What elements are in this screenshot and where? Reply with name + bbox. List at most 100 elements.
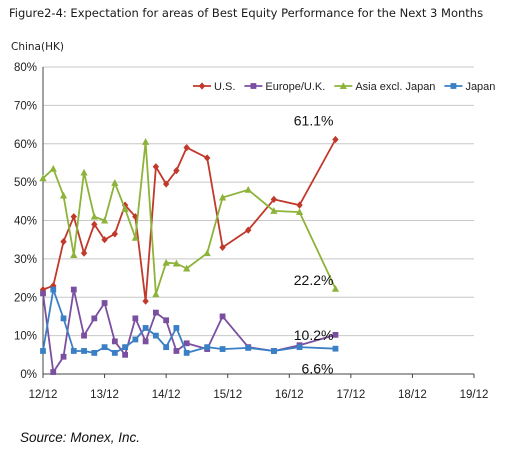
data-point (295, 208, 304, 216)
data-point (81, 332, 87, 339)
data-point (332, 331, 339, 338)
legend: U.S. Europe/U.K. Asia excl. Japan Japan (193, 81, 495, 93)
data-point (331, 285, 340, 292)
data-point (122, 344, 128, 351)
data-point (183, 143, 190, 152)
y-axis-ticks: 0% 10% 20% 30% 40% 50% 60% 70% 80% (14, 62, 37, 381)
legend-marker (250, 83, 257, 89)
data-point (244, 186, 252, 193)
data-point (80, 168, 88, 176)
data-point (100, 216, 109, 224)
data-point (111, 179, 119, 186)
data-point (91, 220, 98, 228)
x-tick-label: 19/12 (460, 389, 489, 401)
data-point (183, 349, 190, 356)
legend-item: U.S. (193, 81, 235, 93)
data-point (296, 344, 303, 351)
data-point (40, 290, 46, 297)
data-point (332, 345, 339, 352)
data-point (60, 315, 67, 322)
data-point (219, 243, 226, 251)
data-point (111, 338, 118, 345)
end-value-label: 61.1% (294, 113, 334, 129)
legend-label: Asia excl. Japan (355, 81, 435, 93)
y-tick-label: 10% (14, 331, 37, 343)
series-line (42, 288, 336, 373)
data-point (101, 236, 108, 244)
data-point (162, 258, 170, 266)
source-note: Source: Monex, Inc. (20, 430, 140, 445)
data-point (132, 315, 139, 322)
legend-marker (198, 82, 206, 90)
legend-label: Europe/U.K. (265, 81, 325, 93)
x-tick-label: 18/12 (398, 389, 427, 401)
data-point (50, 286, 57, 293)
data-point (50, 369, 57, 375)
data-point (163, 344, 170, 351)
data-point (91, 349, 98, 356)
data-point (81, 348, 87, 354)
y-tick-label: 60% (14, 139, 37, 151)
data-point (111, 230, 119, 238)
axes (42, 67, 474, 375)
data-point (270, 195, 278, 203)
data-point (121, 205, 129, 212)
data-point (142, 325, 149, 331)
data-point (152, 163, 160, 171)
data-point (245, 226, 252, 234)
legend-marker (339, 82, 347, 89)
data-point (91, 315, 98, 322)
data-point (39, 174, 47, 182)
data-point (50, 282, 57, 290)
data-point (142, 297, 149, 305)
y-tick-label: 80% (14, 62, 37, 74)
legend-marker (450, 83, 457, 89)
chart-title: Figure2-4: Expectation for areas of Best… (9, 6, 483, 20)
data-point (270, 207, 278, 214)
data-point (80, 249, 88, 257)
data-point (90, 212, 98, 220)
data-point (132, 336, 139, 343)
y-tick-label: 0% (20, 369, 37, 381)
legend-label: Japan (465, 81, 495, 93)
data-point (60, 353, 67, 360)
x-tick-label: 16/12 (275, 389, 304, 401)
data-point (332, 135, 339, 144)
gridlines (43, 66, 474, 337)
data-point (152, 309, 159, 316)
data-point (163, 317, 170, 324)
y-tick-label: 50% (14, 177, 37, 189)
data-point (122, 351, 128, 358)
data-point (173, 167, 180, 175)
data-point (152, 332, 159, 339)
data-point (203, 154, 211, 162)
data-point (173, 348, 180, 354)
data-point (162, 180, 170, 188)
data-point (40, 348, 46, 354)
data-point (70, 251, 78, 259)
data-point (218, 193, 227, 201)
data-point (245, 345, 252, 351)
x-axis-ticks: 12/12 13/12 14/12 15/12 16/12 17/12 18/12 19/12 (29, 374, 489, 401)
data-point (142, 338, 149, 345)
legend-item: Japan (444, 81, 495, 93)
data-point (270, 348, 277, 354)
end-value-label: 6.6% (302, 361, 334, 377)
annotations: 61.1% 22.2% 10.2% 6.6% (294, 113, 334, 377)
y-tick-label: 30% (14, 254, 37, 266)
legend-item: Europe/U.K. (244, 81, 325, 93)
y-tick-label: 20% (14, 292, 37, 304)
legend-label: U.S. (214, 81, 235, 93)
data-point (59, 191, 68, 199)
data-point (183, 264, 191, 272)
data-point (173, 325, 180, 331)
y-tick-label: 40% (14, 216, 37, 228)
end-value-label: 22.2% (294, 272, 334, 288)
series-2 (39, 138, 340, 298)
data-point (204, 344, 211, 351)
data-point (142, 138, 150, 145)
data-point (70, 213, 77, 221)
data-point (152, 290, 160, 298)
series-3 (40, 286, 339, 356)
